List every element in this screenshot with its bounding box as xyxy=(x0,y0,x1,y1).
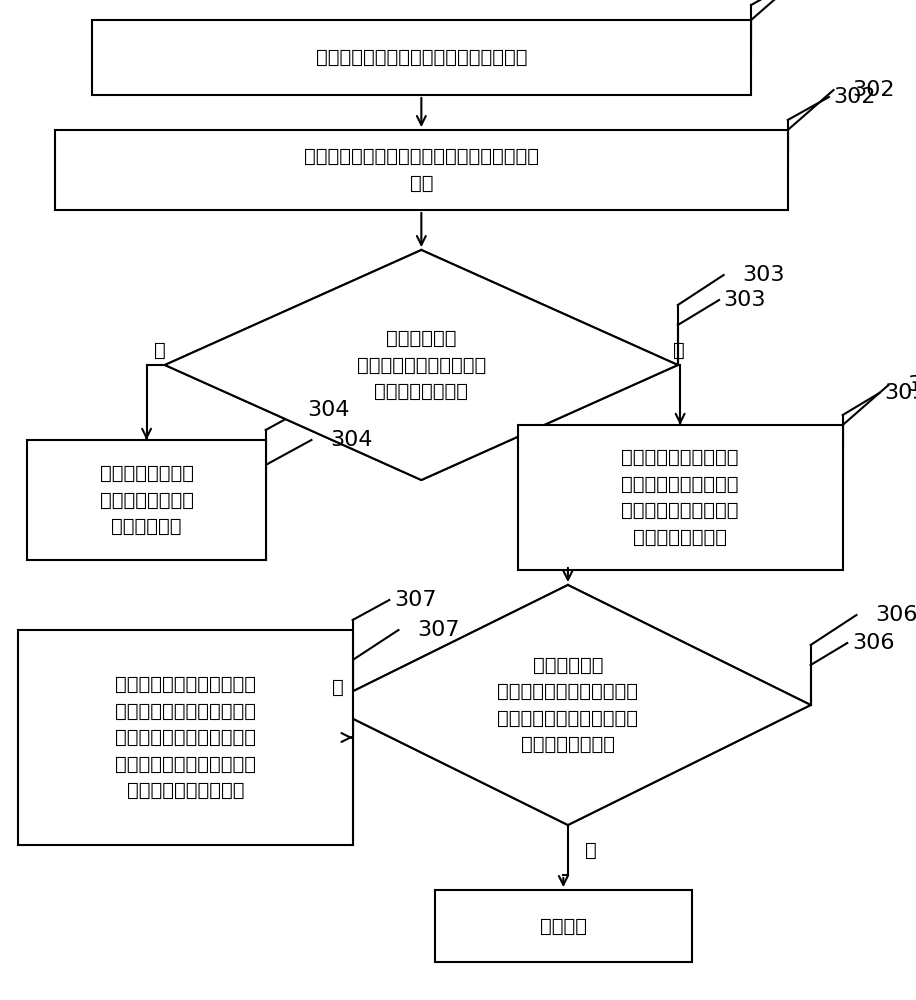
FancyBboxPatch shape xyxy=(18,630,353,845)
Text: 303: 303 xyxy=(724,290,766,310)
Text: 304: 304 xyxy=(307,400,349,420)
Text: 302: 302 xyxy=(834,87,876,107)
Text: 否: 否 xyxy=(154,340,165,360)
Text: 305: 305 xyxy=(884,383,916,403)
Text: 307: 307 xyxy=(394,590,436,610)
Text: 终端根据该第
一信道功率确定待测信道
是否存在干扰信号: 终端根据该第 一信道功率确定待测信道 是否存在干扰信号 xyxy=(356,329,486,401)
Text: 是: 是 xyxy=(673,340,685,360)
Text: 307: 307 xyxy=(417,620,459,640)
Text: 305: 305 xyxy=(907,375,916,395)
FancyBboxPatch shape xyxy=(92,20,751,95)
Text: 是: 是 xyxy=(585,840,596,859)
FancyBboxPatch shape xyxy=(55,130,788,210)
Text: 获取待测信道
当前的第二信道功率，根据
第二信道功率确定待测信道
是否存在干扰信号: 获取待测信道 当前的第二信道功率，根据 第二信道功率确定待测信道 是否存在干扰信… xyxy=(497,656,638,754)
Text: 重新测试移动终端在该待测
信道的接收灵敏度，根据测
得的新的接收灵敏度更新被
标记的接收灵敏度，并清除
对该接收灵敏度的标记: 重新测试移动终端在该待测 信道的接收灵敏度，根据测 得的新的接收灵敏度更新被 标… xyxy=(115,675,256,800)
Text: 306: 306 xyxy=(852,633,894,653)
FancyBboxPatch shape xyxy=(435,890,692,962)
Text: 终端通过测试仪设定待测信道的测试参数: 终端通过测试仪设定待测信道的测试参数 xyxy=(316,48,527,67)
Text: 终端对移动终端在
待测信道的接收灵
敏度进行测试: 终端对移动终端在 待测信道的接收灵 敏度进行测试 xyxy=(100,464,193,536)
Text: 终端获取待测信道在该测试参数下的第一信道
功率: 终端获取待测信道在该测试参数下的第一信道 功率 xyxy=(304,147,539,193)
Text: 302: 302 xyxy=(852,80,894,100)
Text: 306: 306 xyxy=(875,605,916,625)
Text: 304: 304 xyxy=(330,430,372,450)
Polygon shape xyxy=(165,250,678,480)
FancyBboxPatch shape xyxy=(518,425,843,570)
Polygon shape xyxy=(325,585,811,825)
FancyBboxPatch shape xyxy=(27,440,266,560)
Text: 303: 303 xyxy=(742,265,784,285)
Text: 否: 否 xyxy=(332,678,344,696)
Text: 结束流程: 结束流程 xyxy=(540,916,587,936)
Text: 终端对移动终端在该待
测信道的接收灵敏度进
行测试，并对测得的接
收灵敏度进行标记: 终端对移动终端在该待 测信道的接收灵敏度进 行测试，并对测得的接 收灵敏度进行标… xyxy=(621,448,739,547)
